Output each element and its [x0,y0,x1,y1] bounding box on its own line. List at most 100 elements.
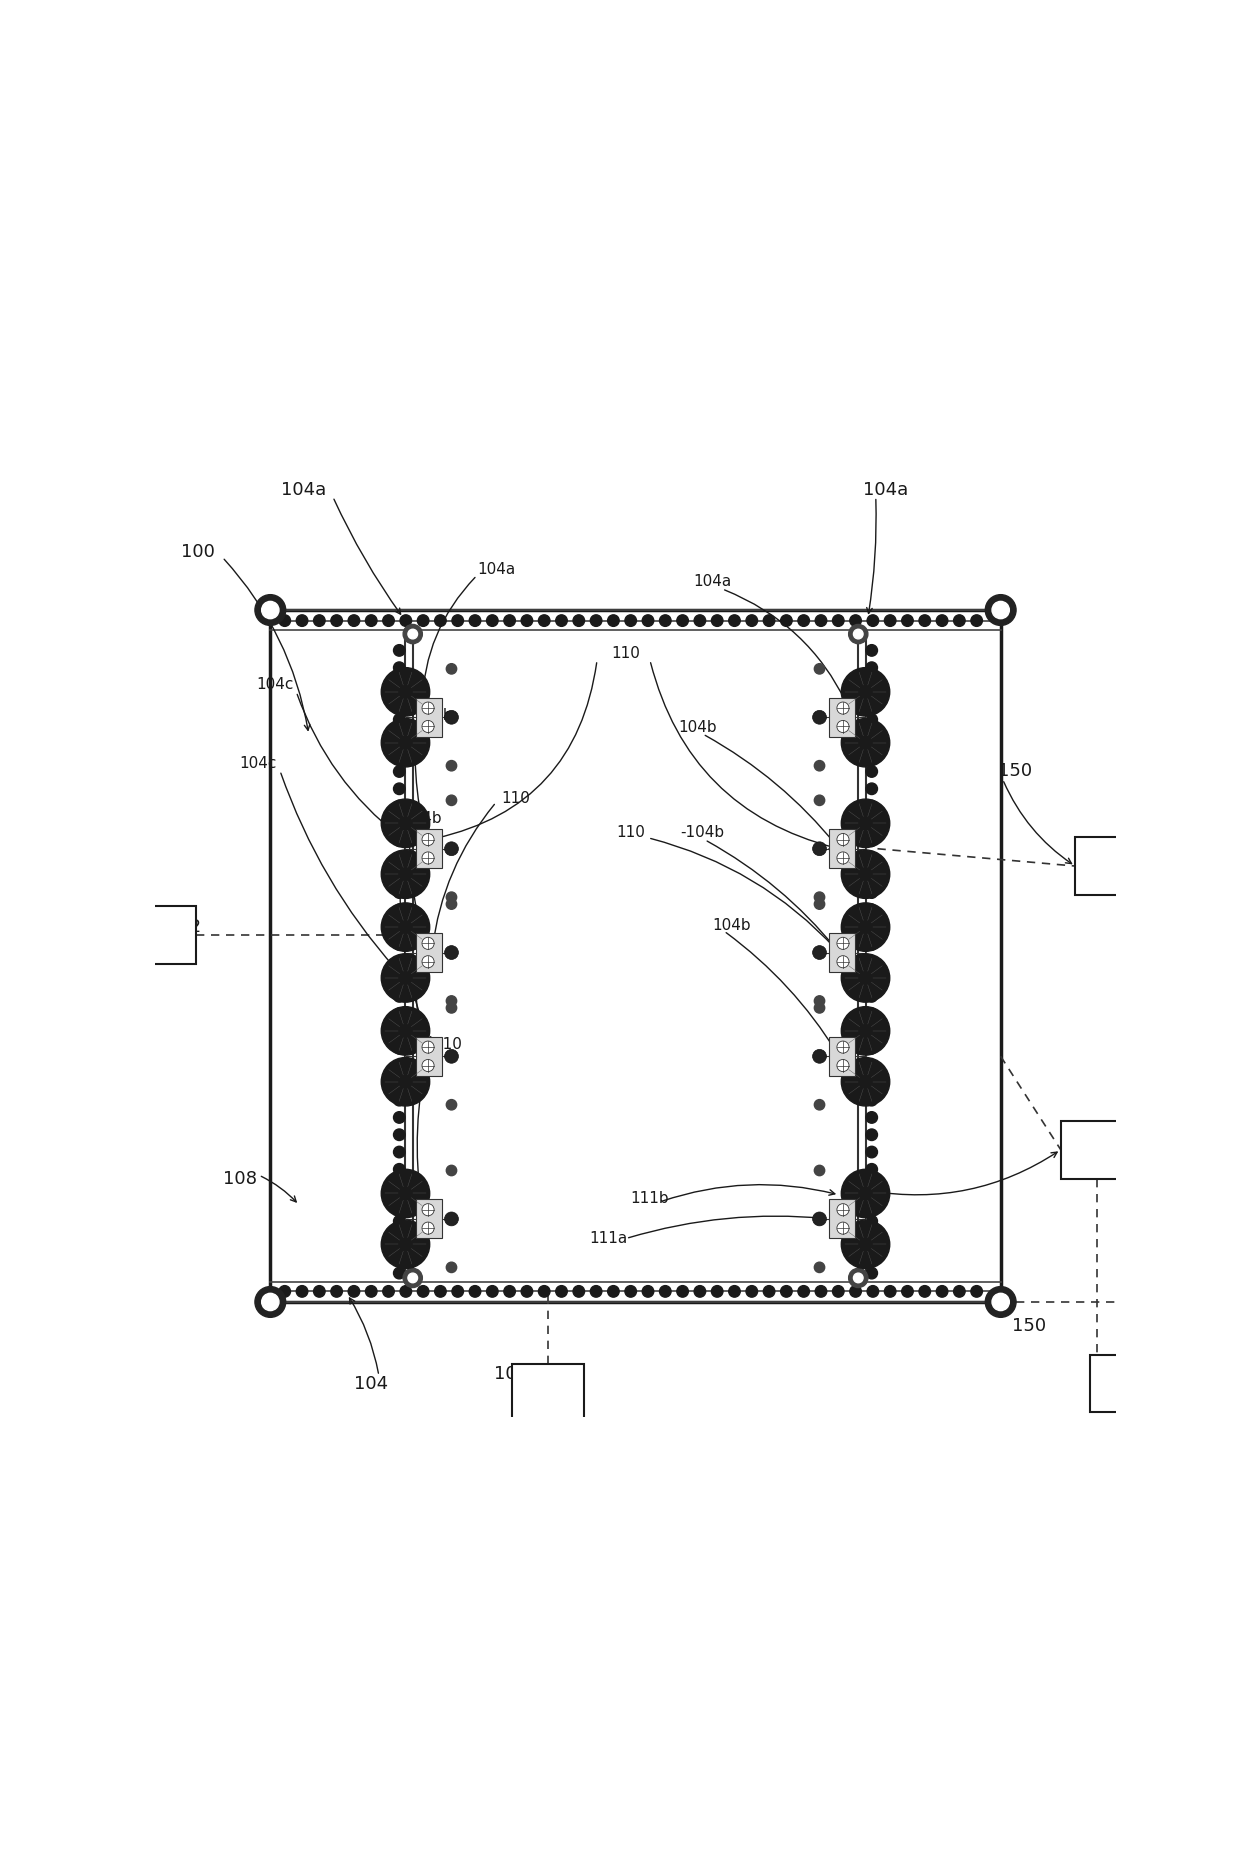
Text: 150: 150 [998,762,1032,781]
Bar [270,610,1001,1302]
Circle shape [812,710,826,723]
Text: 110: 110 [611,646,640,660]
Circle shape [815,614,827,627]
Circle shape [422,1204,434,1215]
Circle shape [521,614,533,627]
Text: 106: 106 [412,948,440,963]
Text: 111b: 111b [631,1191,670,1206]
Circle shape [393,974,405,985]
Circle shape [986,595,1016,625]
Bar [417,829,443,868]
Circle shape [608,614,619,627]
Circle shape [381,1057,430,1106]
Circle shape [422,851,434,864]
Circle shape [422,1222,434,1234]
Circle shape [331,1286,342,1297]
Circle shape [393,766,405,777]
Circle shape [866,1026,878,1037]
Circle shape [866,714,878,725]
Text: 104: 104 [392,877,422,894]
Circle shape [866,1111,878,1124]
Circle shape [408,1273,418,1284]
Circle shape [866,922,878,933]
Circle shape [393,696,405,709]
Circle shape [837,701,849,714]
Circle shape [837,1204,849,1215]
Circle shape [992,1293,1009,1311]
Circle shape [841,800,890,848]
Circle shape [815,761,825,772]
Circle shape [625,614,636,627]
Circle shape [986,1287,1016,1317]
Circle shape [381,1169,430,1217]
Circle shape [866,1163,878,1174]
Text: 102: 102 [166,918,201,937]
Circle shape [815,1100,825,1109]
Circle shape [866,1043,878,1054]
Text: 104b: 104b [678,720,717,735]
Bar [512,1365,584,1423]
Circle shape [866,800,878,812]
Text: -104b: -104b [681,825,725,840]
Circle shape [393,939,405,950]
Circle shape [797,614,810,627]
Circle shape [393,783,405,794]
Circle shape [901,614,913,627]
Text: 100: 100 [181,544,216,562]
Circle shape [418,1286,429,1297]
Circle shape [556,614,567,627]
Circle shape [815,1165,825,1176]
Circle shape [866,1130,878,1141]
Text: 104b: 104b [414,709,453,723]
Text: 102: 102 [494,1365,528,1384]
Circle shape [393,1059,405,1072]
Circle shape [677,1286,688,1297]
Circle shape [393,1198,405,1209]
Circle shape [393,679,405,690]
Circle shape [393,1111,405,1124]
Circle shape [521,1286,533,1297]
Text: 140: 140 [856,1189,890,1208]
Circle shape [848,625,868,644]
Circle shape [469,1286,481,1297]
Circle shape [815,892,825,902]
Circle shape [866,1007,878,1020]
Circle shape [383,1286,394,1297]
Circle shape [451,1286,464,1297]
Circle shape [422,833,434,846]
Circle shape [837,851,849,864]
Circle shape [383,614,394,627]
Circle shape [422,1059,434,1072]
Circle shape [866,1267,878,1278]
Text: 110: 110 [501,790,529,805]
Circle shape [866,783,878,794]
Circle shape [296,614,308,627]
Bar [417,697,443,736]
Circle shape [837,1041,849,1054]
Text: 104c: 104c [257,677,294,692]
Circle shape [366,614,377,627]
Bar [1060,1120,1133,1178]
Circle shape [849,1286,862,1297]
Bar [417,933,443,972]
Circle shape [781,1286,792,1297]
Circle shape [712,1286,723,1297]
Circle shape [401,1286,412,1297]
Circle shape [590,1286,601,1297]
Circle shape [936,1286,947,1297]
Circle shape [608,1286,619,1297]
Text: 110: 110 [434,1037,463,1052]
Circle shape [573,1286,584,1297]
Bar [828,933,854,972]
Circle shape [746,1286,758,1297]
Circle shape [866,679,878,690]
Circle shape [866,1078,878,1089]
Circle shape [279,614,290,627]
Circle shape [331,614,342,627]
Circle shape [393,1094,405,1106]
Circle shape [712,614,723,627]
Circle shape [393,903,405,916]
Circle shape [446,996,456,1005]
Circle shape [866,1059,878,1072]
Circle shape [446,796,456,805]
